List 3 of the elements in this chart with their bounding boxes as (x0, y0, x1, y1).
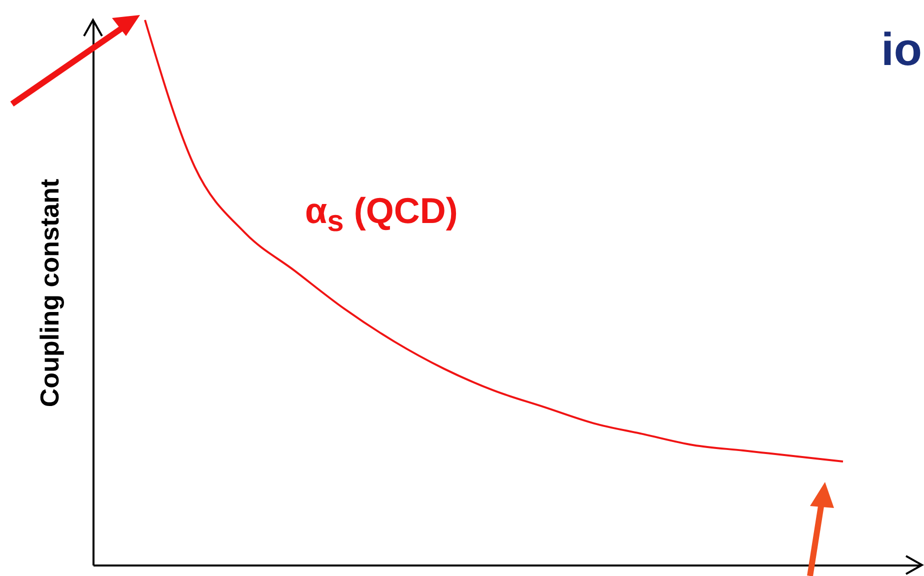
text: io (881, 22, 922, 76)
series-label: α$_{s}$ (QCD) (305, 190, 458, 240)
y-axis-title: Coupling constant (34, 178, 64, 408)
